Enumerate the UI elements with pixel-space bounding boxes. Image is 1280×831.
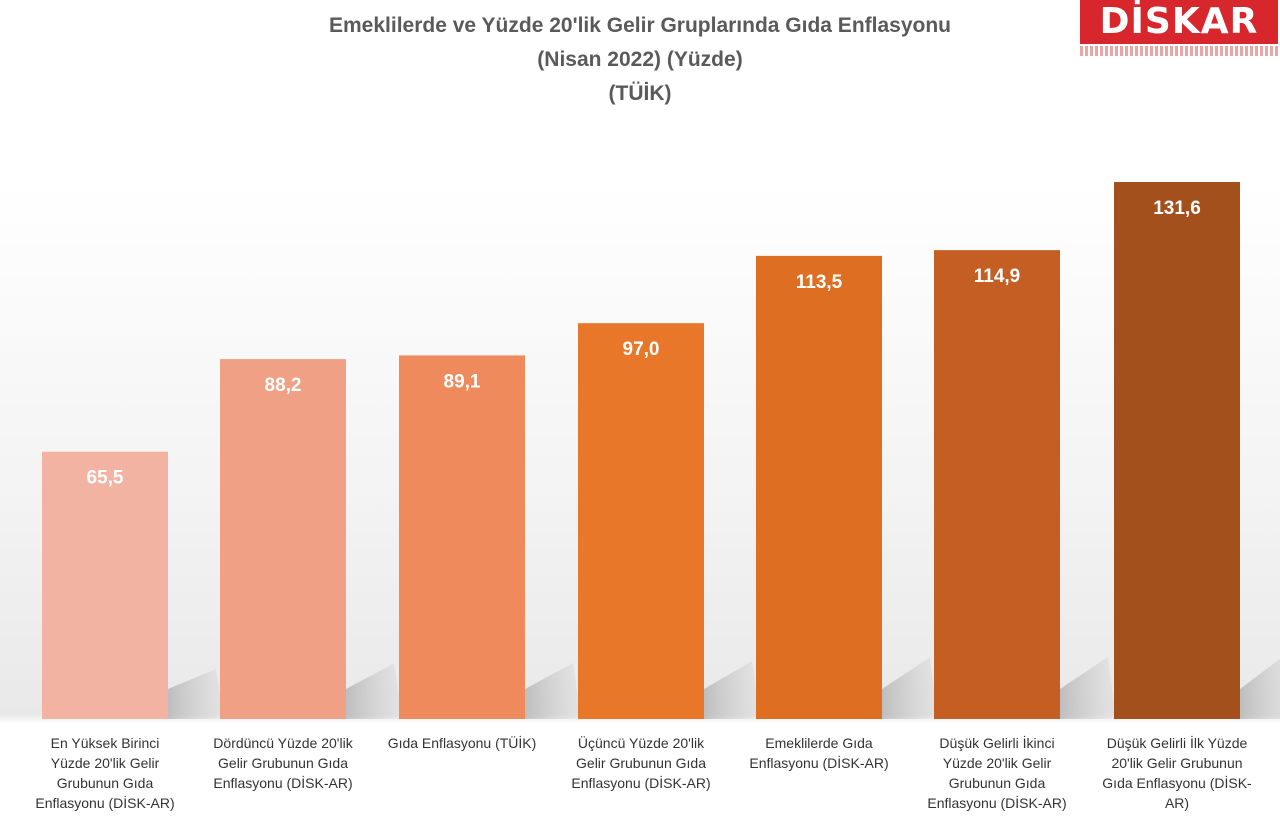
category-label-line: En Yüksek Birinci <box>51 735 160 751</box>
bar <box>220 359 346 719</box>
bar-shadow <box>1240 658 1280 719</box>
bar <box>1114 182 1240 719</box>
bar <box>399 355 525 719</box>
category-label: Dördüncü Yüzde 20'lik Gelir Grubunun Gıda… <box>213 735 353 791</box>
category-label-line: Yüzde 20'lik Gelir <box>51 755 160 771</box>
bar-value-label: 131,6 <box>1153 198 1201 219</box>
category-label-line: Gelir Grubunun Gıda <box>218 755 348 771</box>
chart-title-line-3: (TÜİK) <box>608 82 672 105</box>
bar-value-label: 97,0 <box>623 339 660 360</box>
bar-shadow <box>525 663 581 719</box>
category-label-line: 20'lik Gelir Grubunun <box>1111 755 1242 771</box>
category-label-line: Enflasyonu (DİSK-AR) <box>571 774 710 791</box>
bar <box>934 250 1060 719</box>
bar <box>578 323 704 719</box>
bar-shadows <box>168 656 1280 719</box>
category-label-line: Dördüncü Yüzde 20'lik <box>213 735 353 751</box>
category-label-line: Grubunun Gıda <box>949 775 1046 791</box>
category-label-line: Üçüncü Yüzde 20'lik <box>578 734 705 751</box>
bars-group <box>42 182 1240 719</box>
category-label-line: Düşük Gelirli İlk Yüzde <box>1107 734 1248 751</box>
category-label-line: Gıda Enflasyonu (DİSK- <box>1102 774 1252 791</box>
bar-shadow <box>1060 656 1116 719</box>
bar <box>756 255 882 719</box>
category-label-line: Grubunun Gıda <box>57 775 154 791</box>
category-label-line: Enflasyonu (DİSK-AR) <box>749 754 888 771</box>
category-label-line: AR) <box>1165 795 1189 811</box>
chart-title-line-2: (Nisan 2022) (Yüzde) <box>537 48 743 71</box>
category-label-line: Düşük Gelirli İkinci <box>939 734 1054 751</box>
category-label-line: Gıda Enflasyonu (TÜİK) <box>388 734 537 751</box>
diskar-logo-subtitle <box>1080 46 1278 56</box>
bar-shadow <box>882 657 938 719</box>
category-label-line: Emeklilerde Gıda <box>765 735 873 751</box>
chart-title-line-1: Emeklilerde ve Yüzde 20'lik Gelir Grupla… <box>329 14 951 37</box>
diskar-logo: DİSKAR <box>1080 0 1278 58</box>
bar-value-label: 114,9 <box>974 266 1021 287</box>
category-label: Üçüncü Yüzde 20'lik Gelir Grubunun Gıda En… <box>571 734 710 791</box>
category-label-line: Gelir Grubunun Gıda <box>576 755 706 771</box>
bar-shadow <box>168 668 224 719</box>
category-label: Emeklilerde Gıda Enflasyonu (DİSK-AR) <box>749 735 888 771</box>
bar <box>42 451 168 719</box>
bar-value-label: 65,5 <box>87 468 124 489</box>
category-label: En Yüksek Birinci Yüzde 20'lik Gelir Grubu… <box>35 735 174 811</box>
category-label: Düşük Gelirli İkinci Yüzde 20'lik Gelir Gr… <box>927 734 1066 811</box>
bar-value-label: 88,2 <box>265 375 302 396</box>
category-label-line: Yüzde 20'lik Gelir <box>943 755 1052 771</box>
category-label-line: Enflasyonu (DİSK-AR) <box>213 774 352 791</box>
category-label-line: Enflasyonu (DİSK-AR) <box>35 794 174 811</box>
bar-value-label: 113,5 <box>796 272 843 293</box>
value-labels-group: 65,5 88,2 89,1 97,0 113,5 114,9 131,6 <box>87 198 1201 489</box>
category-label: Düşük Gelirli İlk Yüzde 20'lik Gelir Grub… <box>1102 734 1252 811</box>
category-label-line: Enflasyonu (DİSK-AR) <box>927 794 1066 811</box>
category-label: Gıda Enflasyonu (TÜİK) <box>388 734 537 751</box>
bar-shadow <box>346 663 402 719</box>
category-labels-group: En Yüksek Birinci Yüzde 20'lik Gelir Grubu… <box>35 734 1252 811</box>
bar-shadow <box>704 661 760 719</box>
bar-value-label: 89,1 <box>444 371 481 392</box>
diskar-logo-mark: DİSKAR <box>1080 0 1278 44</box>
